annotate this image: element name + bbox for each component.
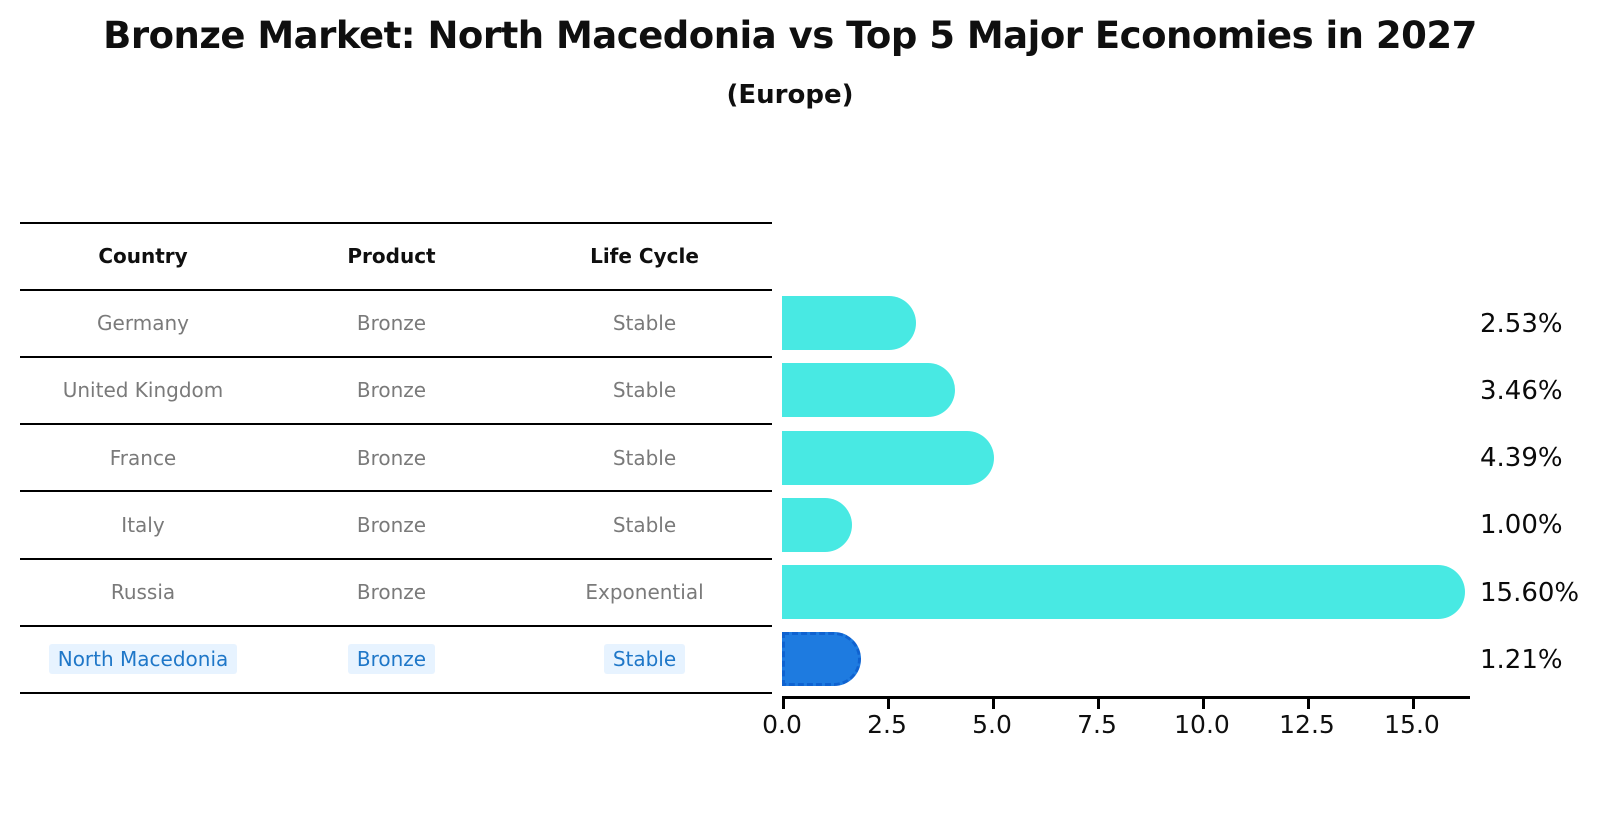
cell-product: Bronze	[266, 291, 517, 356]
cell-product-text: Bronze	[347, 644, 436, 675]
cell-country-text: Italy	[121, 512, 165, 537]
table-row-italy: Italy Bronze Stable	[20, 492, 772, 560]
table-row-north-macedonia: North Macedonia Bronze Stable	[20, 627, 772, 694]
bar-north-macedonia	[782, 632, 861, 687]
bar-row-united-kingdom: 3.46%	[782, 357, 1563, 424]
header-cell-lifecycle: Life Cycle	[590, 244, 699, 269]
value-label: 3.46%	[1480, 375, 1563, 406]
header-cell-product: Product	[347, 244, 436, 269]
cell-lifecycle-text: Stable	[612, 512, 677, 537]
cell-lifecycle-text: Stable	[603, 644, 686, 675]
bar-italy	[782, 497, 852, 552]
cell-country: United Kingdom	[20, 358, 266, 423]
cell-lifecycle-text: Stable	[612, 311, 677, 336]
value-label: 1.00%	[1480, 510, 1563, 541]
x-tick-label: 2.5	[867, 710, 907, 739]
cell-product-text: Bronze	[356, 512, 427, 537]
cell-country: Germany	[20, 291, 266, 356]
bar-plot: 2.53% 3.46% 4.39% 1.00% 15.60% 1.21%	[782, 290, 1579, 694]
x-tick	[1307, 698, 1310, 709]
cell-lifecycle: Stable	[517, 425, 772, 490]
cell-product: Bronze	[266, 627, 517, 692]
cell-product: Bronze	[266, 560, 517, 625]
bar-united-kingdom	[782, 363, 956, 418]
cell-country: France	[20, 425, 266, 490]
x-tick	[782, 698, 785, 709]
cell-product-text: Bronze	[356, 445, 427, 470]
bar-row-russia: 15.60%	[782, 559, 1579, 626]
bar-row-italy: 1.00%	[782, 492, 1563, 559]
cell-product: Bronze	[266, 492, 517, 557]
cell-lifecycle-text: Exponential	[585, 580, 704, 605]
x-tick	[1097, 698, 1100, 709]
cell-lifecycle-text: Stable	[612, 378, 677, 403]
bar-france	[782, 430, 995, 485]
value-label: 1.21%	[1480, 644, 1563, 675]
cell-product-text: Bronze	[356, 580, 427, 605]
value-label: 4.39%	[1480, 443, 1563, 474]
bar-russia	[782, 565, 1466, 619]
cell-product: Bronze	[266, 425, 517, 490]
bar-row-north-macedonia: 1.21%	[782, 626, 1563, 693]
cell-country: Russia	[20, 560, 266, 625]
cell-country-text: United Kingdom	[62, 378, 224, 403]
cell-lifecycle: Stable	[517, 492, 772, 557]
summary-table: Country Product Life Cycle Germany Bronze…	[20, 222, 772, 694]
cell-product-text: Bronze	[356, 378, 427, 403]
x-tick	[1412, 698, 1415, 709]
value-label: 2.53%	[1480, 308, 1563, 339]
cell-lifecycle: Stable	[517, 291, 772, 356]
value-label: 15.60%	[1480, 577, 1580, 608]
cell-country-text: North Macedonia	[48, 644, 238, 675]
cell-lifecycle: Stable	[517, 358, 772, 423]
x-tick	[1202, 698, 1205, 709]
x-tick-label: 15.0	[1384, 710, 1440, 739]
cell-lifecycle-text: Stable	[612, 445, 677, 470]
chart-title: Bronze Market: North Macedonia vs Top 5 …	[103, 14, 1477, 57]
cell-lifecycle: Exponential	[517, 560, 772, 625]
cell-product-text: Bronze	[356, 311, 427, 336]
cell-country: Italy	[20, 492, 266, 557]
table-row-germany: Germany Bronze Stable	[20, 291, 772, 358]
x-axis: 0.0 2.5 5.0 7.5 10.0 12.5 15.0	[762, 696, 1470, 739]
bar-row-germany: 2.53%	[782, 290, 1563, 357]
table-row-russia: Russia Bronze Exponential	[20, 560, 772, 627]
cell-country-text: Germany	[97, 311, 189, 336]
cell-country-text: France	[109, 445, 177, 470]
bar-row-france: 4.39%	[782, 425, 1563, 492]
x-tick	[887, 698, 890, 709]
bar-germany	[782, 296, 917, 350]
cell-lifecycle: Stable	[517, 627, 772, 692]
cell-product: Bronze	[266, 358, 517, 423]
x-tick-label: 10.0	[1174, 710, 1230, 739]
header-cell-country: Country	[98, 244, 188, 269]
table-row-france: France Bronze Stable	[20, 425, 772, 493]
chart-subtitle: (Europe)	[726, 80, 854, 110]
x-tick-label: 12.5	[1279, 710, 1335, 739]
x-tick	[992, 698, 995, 709]
cell-country-text: Russia	[110, 580, 176, 605]
table-body: Germany Bronze Stable United Kingdom Bronze S…	[20, 291, 772, 694]
cell-country: North Macedonia	[20, 627, 266, 692]
x-tick-label: 7.5	[1077, 710, 1117, 739]
x-tick-label: 5.0	[972, 710, 1012, 739]
table-header-row: Country Product Life Cycle	[20, 224, 772, 291]
table-row-united-kingdom: United Kingdom Bronze Stable	[20, 358, 772, 425]
x-tick-label: 0.0	[762, 710, 802, 739]
